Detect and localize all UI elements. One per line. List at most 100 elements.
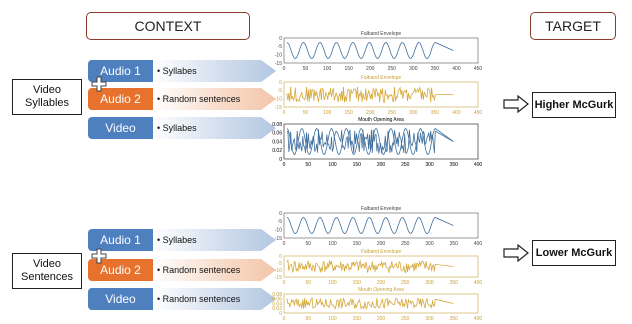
x-tick-label: 350 [450, 162, 459, 168]
plot-title: Mouth Opening Area [358, 117, 404, 123]
x-tick-label: 150 [353, 162, 362, 168]
x-tick-label: 300 [409, 110, 418, 116]
result-lower-mcgurk: Lower McGurk [532, 240, 616, 266]
plus-icon [91, 76, 107, 92]
x-tick-label: 300 [425, 316, 434, 322]
x-tick-label: 400 [452, 66, 461, 72]
x-tick-label: 200 [377, 280, 386, 286]
result-higher-mcgurk: Higher McGurk [532, 92, 616, 118]
x-tick-label: 300 [425, 280, 434, 286]
target-header: TARGET [530, 12, 616, 40]
y-tick-label: -15 [275, 236, 282, 242]
x-tick-label: 150 [353, 316, 362, 322]
x-tick-label: 50 [305, 241, 311, 247]
x-tick-label: 0 [283, 162, 286, 168]
arrow-audio-1: • Syllabes [153, 60, 276, 82]
arrow-item: • Syllabes [157, 66, 197, 76]
y-tick-label: -10 [275, 52, 282, 58]
signal-line [286, 127, 454, 156]
chip-video: Video [88, 288, 153, 310]
x-tick-label: 250 [388, 66, 397, 72]
x-tick-label: 450 [474, 66, 483, 72]
plot-frame [283, 37, 479, 64]
x-tick-label: 250 [401, 316, 410, 322]
y-tick-label: 0 [279, 157, 282, 163]
plot-title: Mouth Opening Area [358, 117, 404, 123]
x-tick-label: 0 [283, 162, 286, 168]
plot-title: Falband Envelope [361, 31, 402, 37]
chip-video: Video [88, 117, 153, 139]
x-tick-label: 100 [323, 110, 332, 116]
x-tick-label: 100 [328, 280, 337, 286]
signal-line [286, 86, 454, 104]
x-tick-label: 0 [283, 280, 286, 286]
x-tick-label: 350 [450, 241, 459, 247]
y-tick-label: 0.04 [272, 139, 282, 145]
y-tick-label: 0 [279, 311, 282, 317]
y-tick-label: -10 [275, 227, 282, 233]
x-tick-label: 400 [474, 280, 483, 286]
x-tick-label: 400 [474, 162, 483, 168]
y-tick-label: -5 [278, 88, 283, 94]
y-tick-label: 0.02 [272, 148, 282, 154]
signal-line [286, 296, 454, 311]
x-tick-label: 400 [474, 241, 483, 247]
x-tick-label: 50 [303, 110, 309, 116]
arrow-item: • Syllabes [157, 235, 197, 245]
condition-line-2: Syllables [24, 97, 70, 109]
condition-line-2: Sentences [21, 271, 73, 283]
x-tick-label: 350 [450, 280, 459, 286]
y-tick-label: -10 [275, 268, 282, 274]
x-tick-label: 200 [377, 241, 386, 247]
plot-title: Mouth Opening Area [358, 287, 404, 293]
x-tick-label: 300 [409, 66, 418, 72]
y-tick-label: 0.08 [272, 122, 282, 128]
y-tick-label: 0.02 [272, 148, 282, 154]
arrow-audio-2: • Random sentences [153, 88, 276, 110]
condition-line-1: Video [33, 258, 61, 270]
x-tick-label: 50 [305, 316, 311, 322]
y-tick-label: 0.06 [272, 131, 282, 137]
hollow-arrow-icon [503, 95, 529, 113]
x-tick-label: 250 [388, 110, 397, 116]
y-tick-label: -5 [278, 44, 283, 50]
signal-line [286, 129, 454, 154]
x-tick-label: 200 [366, 110, 375, 116]
signal-line [286, 259, 454, 274]
x-tick-label: 400 [474, 162, 483, 168]
x-tick-label: 50 [305, 280, 311, 286]
x-tick-label: 400 [452, 110, 461, 116]
x-tick-label: 100 [328, 316, 337, 322]
y-tick-label: 0 [279, 36, 282, 42]
x-tick-label: 100 [328, 162, 337, 168]
y-tick-label: -5 [278, 261, 283, 267]
chip-audio-1: Audio 1 [88, 60, 153, 82]
x-tick-label: 350 [450, 316, 459, 322]
signal-line [286, 42, 454, 59]
y-tick-label: 0.04 [272, 301, 282, 307]
plot-frame [283, 212, 479, 239]
plot-title: Falband Envelope [361, 75, 402, 81]
y-tick-label: -5 [278, 219, 283, 225]
x-tick-label: 300 [425, 162, 434, 168]
signal-line [286, 217, 454, 234]
y-tick-label: 0.08 [272, 122, 282, 128]
y-tick-label: -10 [275, 96, 282, 102]
x-tick-label: 250 [401, 162, 410, 168]
arrow-item: • Random sentences [157, 94, 241, 104]
x-tick-label: 150 [353, 162, 362, 168]
x-tick-label: 200 [377, 316, 386, 322]
arrow-audio-1: • Syllabes [153, 229, 276, 251]
condition-video-syllables: Video Syllables [12, 79, 82, 115]
x-tick-label: 250 [401, 241, 410, 247]
y-tick-label: -15 [275, 105, 282, 111]
arrow-video: • Syllabes [153, 117, 276, 139]
x-tick-label: 200 [366, 66, 375, 72]
plot-title: Falband Envelope [361, 249, 402, 255]
plot-frame [283, 123, 479, 160]
x-tick-label: 50 [303, 66, 309, 72]
x-tick-label: 0 [283, 66, 286, 72]
